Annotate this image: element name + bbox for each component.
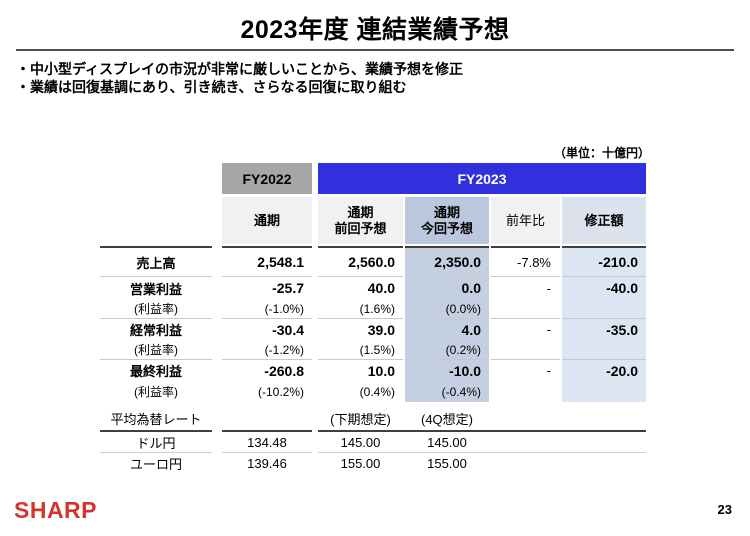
value-curr: (0.0%) <box>405 299 489 318</box>
fx-header-assumption-cells: (下期想定) (4Q想定) <box>318 406 646 432</box>
fx-rate-table: 平均為替レート (下期想定) (4Q想定) ドル円 134.48 145.00 … <box>100 406 646 474</box>
value-prev: (1.6%) <box>359 301 395 316</box>
value-fy2022: (-10.2%) <box>257 384 304 399</box>
col-header-revision: 修正額 <box>562 197 646 244</box>
value-revision: -20.0 <box>562 359 646 381</box>
corner-cell <box>100 163 212 194</box>
value-yoy <box>491 340 560 359</box>
fx-value-h2: 145.00 <box>340 434 381 450</box>
value-yoy: -7.8% <box>491 246 560 276</box>
row-label: 経常利益 <box>100 318 212 340</box>
value-revision <box>562 299 646 318</box>
fy2022-group-header: FY2022 <box>222 163 312 194</box>
fx-row-label: ドル円 <box>100 432 212 453</box>
table-row-ordinary-margin: (利益率) (-1.2%) (1.5%) (0.2%) <box>100 340 646 359</box>
fx-row-label: ユーロ円 <box>129 457 182 472</box>
col-header-prev-forecast: 通期 前回予想 <box>318 197 403 244</box>
page-number: 23 <box>717 502 732 517</box>
value-revision <box>562 340 646 359</box>
bullet-line: ・業績は回復基調にあり、引き続き、さらなる回復に取り組む <box>16 79 407 95</box>
fx-row-eur-jpy: ユーロ円 139.46 155.00 155.00 <box>100 453 646 474</box>
unit-label: （単位：十億円） <box>553 146 650 160</box>
col-header-fy2022-total: 通期 <box>222 197 312 244</box>
fx-value-q4: 155.00 <box>427 456 467 471</box>
value-revision: -40.0 <box>562 276 646 299</box>
sharp-logo: SHARP <box>14 497 98 523</box>
value-prev: 10.0 <box>318 359 403 381</box>
value-revision <box>562 381 646 402</box>
value-fy2022: -30.4 <box>222 318 312 340</box>
value-curr: 4.0 <box>405 318 489 340</box>
table-row-net-profit: 最終利益 -260.8 10.0 -10.0 - -20.0 <box>100 359 646 381</box>
value-yoy: - <box>491 318 560 340</box>
fx-value-fy2022: 139.46 <box>247 456 287 471</box>
row-label: 売上高 <box>100 246 212 276</box>
fx-value-h2: 155.00 <box>340 456 381 471</box>
summary-bullets: ・中小型ディスプレイの市況が非常に厳しいことから、業績予想を修正 ・業績は回復基… <box>16 60 463 96</box>
row-label: 営業利益 <box>100 276 212 299</box>
page-title: 2023年度 連結業績予想 <box>240 16 510 44</box>
value-curr: 2,350.0 <box>405 246 489 276</box>
value-prev: 2,560.0 <box>318 246 403 276</box>
fx-value-fy2022: 134.48 <box>222 432 312 453</box>
table-row-operating-profit: 営業利益 -25.7 40.0 0.0 - -40.0 <box>100 276 646 299</box>
row-label: (利益率) <box>134 302 178 316</box>
value-revision: -210.0 <box>562 246 646 276</box>
value-fy2022: (-1.2%) <box>264 342 304 357</box>
row-label: (利益率) <box>134 343 178 357</box>
col-header-yoy: 前年比 <box>491 197 560 244</box>
value-fy2022: -25.7 <box>222 276 312 299</box>
corner-cell <box>100 197 212 244</box>
value-fy2022: -260.8 <box>222 359 312 381</box>
value-curr: 0.0 <box>405 276 489 299</box>
value-revision: -35.0 <box>562 318 646 340</box>
title-divider <box>16 49 734 51</box>
fy2023-group-header: FY2023 <box>318 163 646 194</box>
table-row-sales: 売上高 2,548.1 2,560.0 2,350.0 -7.8% -210.0 <box>100 246 646 276</box>
fx-header-label: 平均為替レート <box>100 406 212 432</box>
col-header-curr-forecast: 通期 今回予想 <box>405 197 489 244</box>
table-column-header-row: 通期 通期 前回予想 通期 今回予想 前年比 修正額 <box>100 197 646 244</box>
value-yoy: - <box>491 276 560 299</box>
value-fy2022: (-1.0%) <box>264 301 304 316</box>
value-prev: (1.5%) <box>359 342 395 357</box>
table-row-net-margin: (利益率) (-10.2%) (0.4%) (-0.4%) <box>100 381 646 402</box>
fx-q4-assumption-label: (4Q想定) <box>420 411 473 427</box>
row-label: 最終利益 <box>100 359 212 381</box>
value-fy2022: 2,548.1 <box>222 246 312 276</box>
row-label: (利益率) <box>134 385 178 399</box>
fx-row-usd-jpy: ドル円 134.48 145.00 145.00 <box>100 432 646 453</box>
value-curr: (0.2%) <box>405 340 489 359</box>
forecast-table: FY2022 FY2023 通期 通期 前回予想 通期 今回予想 前年比 修正額… <box>100 163 646 402</box>
table-row-operating-margin: (利益率) (-1.0%) (1.6%) (0.0%) <box>100 299 646 318</box>
value-prev: 39.0 <box>318 318 403 340</box>
bullet-line: ・中小型ディスプレイの市況が非常に厳しいことから、業績予想を修正 <box>16 61 464 77</box>
fx-header-fy2022-cell <box>222 406 312 432</box>
value-curr: (-0.4%) <box>405 381 489 402</box>
value-yoy <box>491 381 560 402</box>
fx-h2-assumption-label: (下期想定) <box>330 411 391 427</box>
table-row-ordinary-profit: 経常利益 -30.4 39.0 4.0 - -35.0 <box>100 318 646 340</box>
value-yoy <box>491 299 560 318</box>
value-prev: 40.0 <box>318 276 403 299</box>
fx-header-row: 平均為替レート (下期想定) (4Q想定) <box>100 406 646 432</box>
fx-value-q4: 145.00 <box>427 434 467 450</box>
value-yoy: - <box>491 359 560 381</box>
table-group-header-row: FY2022 FY2023 <box>100 163 646 194</box>
value-curr: -10.0 <box>405 359 489 381</box>
value-prev: (0.4%) <box>359 384 395 399</box>
